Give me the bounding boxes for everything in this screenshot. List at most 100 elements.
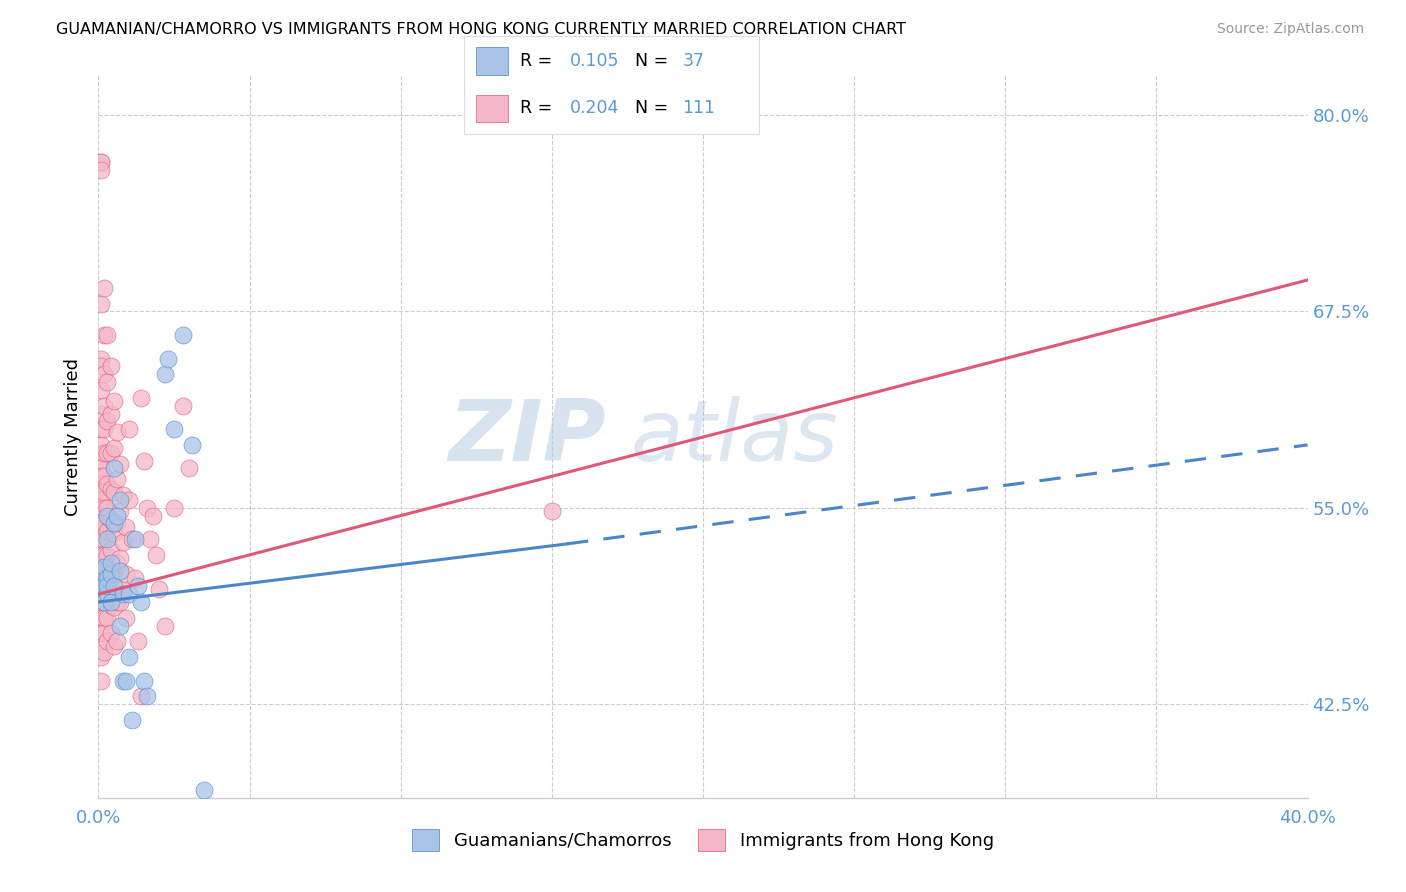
Point — [132, 453, 155, 467]
Point — [90, 532, 112, 546]
Point — [100, 571, 122, 585]
Point — [132, 673, 155, 688]
Point — [181, 438, 204, 452]
Point — [105, 595, 128, 609]
Point — [93, 645, 115, 659]
Point — [108, 551, 131, 566]
Point — [90, 564, 112, 578]
Point — [93, 626, 115, 640]
Point — [96, 508, 118, 523]
Point — [93, 368, 115, 382]
Point — [114, 610, 136, 624]
Point — [153, 618, 176, 632]
Text: N =: N = — [636, 99, 673, 117]
Point — [90, 453, 112, 467]
Point — [193, 783, 215, 797]
Point — [105, 556, 128, 570]
Point — [93, 469, 115, 483]
Point — [96, 328, 118, 343]
Point — [103, 441, 125, 455]
Point — [100, 595, 122, 609]
Point — [129, 391, 152, 405]
Point — [103, 516, 125, 531]
Point — [108, 504, 131, 518]
Point — [108, 618, 131, 632]
Point — [103, 485, 125, 500]
Point — [90, 485, 112, 500]
Point — [90, 155, 112, 169]
Point — [93, 500, 115, 515]
Point — [100, 626, 122, 640]
Point — [127, 579, 149, 593]
Point — [90, 564, 112, 578]
Point — [103, 525, 125, 540]
Point — [90, 508, 112, 523]
Point — [135, 690, 157, 704]
Point — [100, 566, 122, 581]
Point — [93, 485, 115, 500]
Point — [90, 610, 112, 624]
Point — [148, 582, 170, 597]
Point — [93, 595, 115, 609]
Point — [90, 579, 112, 593]
Point — [90, 492, 112, 507]
Point — [96, 587, 118, 601]
Text: 0.204: 0.204 — [571, 99, 620, 117]
Point — [100, 482, 122, 496]
Point — [90, 626, 112, 640]
Point — [111, 535, 134, 549]
Point — [108, 457, 131, 471]
Point — [90, 524, 112, 539]
Text: R =: R = — [520, 53, 558, 70]
Point — [139, 532, 162, 546]
Text: atlas: atlas — [630, 395, 838, 479]
Point — [108, 595, 131, 609]
Point — [93, 579, 115, 593]
Point — [90, 407, 112, 421]
Point — [108, 564, 131, 578]
Point — [93, 516, 115, 531]
FancyBboxPatch shape — [475, 47, 509, 75]
Point — [90, 383, 112, 397]
Point — [100, 556, 122, 570]
Point — [90, 296, 112, 310]
Text: ZIP: ZIP — [449, 395, 606, 479]
Point — [105, 516, 128, 531]
Point — [127, 634, 149, 648]
Point — [96, 500, 118, 515]
Point — [114, 566, 136, 581]
Point — [111, 582, 134, 597]
Point — [118, 650, 141, 665]
Point — [118, 422, 141, 436]
Text: R =: R = — [520, 99, 558, 117]
Point — [156, 351, 179, 366]
Point — [105, 425, 128, 440]
Point — [153, 368, 176, 382]
Point — [90, 516, 112, 531]
Point — [163, 422, 186, 436]
Y-axis label: Currently Married: Currently Married — [65, 358, 83, 516]
Point — [90, 595, 112, 609]
Point — [96, 566, 118, 581]
Point — [93, 399, 115, 413]
Point — [93, 595, 115, 609]
Point — [93, 328, 115, 343]
Point — [96, 446, 118, 460]
Legend: Guamanians/Chamorros, Immigrants from Hong Kong: Guamanians/Chamorros, Immigrants from Ho… — [405, 822, 1001, 858]
Point — [103, 564, 125, 578]
Point — [93, 564, 115, 578]
Point — [163, 500, 186, 515]
Point — [108, 492, 131, 507]
Point — [105, 508, 128, 523]
FancyBboxPatch shape — [475, 95, 509, 122]
Point — [96, 414, 118, 428]
Point — [172, 328, 194, 343]
Point — [90, 438, 112, 452]
Point — [93, 548, 115, 562]
Point — [540, 504, 562, 518]
Point — [100, 407, 122, 421]
Point — [114, 673, 136, 688]
Point — [90, 359, 112, 374]
Point — [103, 579, 125, 593]
Point — [90, 422, 112, 436]
